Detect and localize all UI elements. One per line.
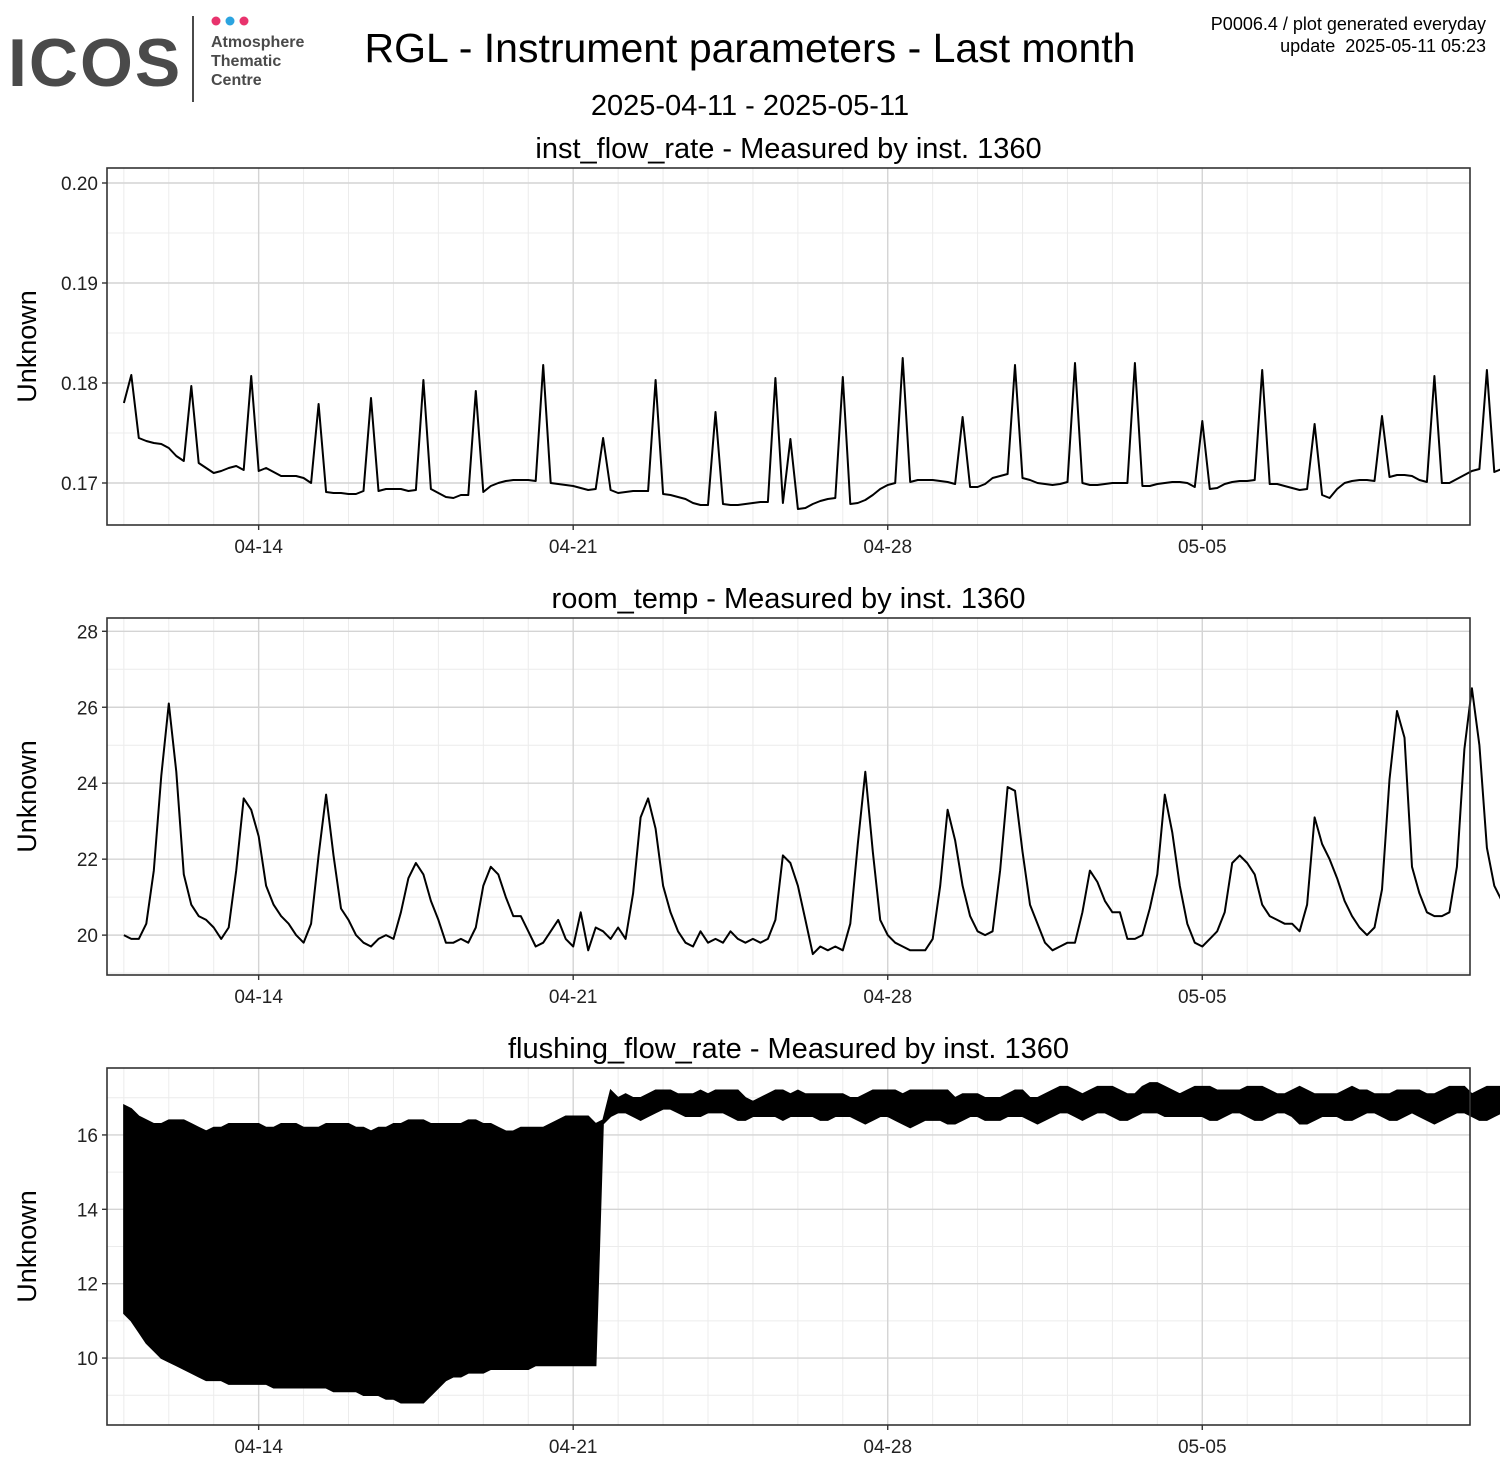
x-tick-label: 04-14 xyxy=(234,537,283,558)
x-tick-label: 04-21 xyxy=(549,987,598,1008)
plot-code: P0006.4 / plot generated everyday xyxy=(1210,14,1486,34)
update-timestamp: update 2025-05-11 05:23 xyxy=(1280,36,1486,56)
x-tick-label: 04-14 xyxy=(234,1437,283,1458)
logo-subtext-3: Centre xyxy=(211,72,262,89)
x-tick-label: 04-21 xyxy=(549,537,598,558)
y-tick-label: 24 xyxy=(77,774,99,795)
logo-dot-pink-2 xyxy=(239,16,249,26)
panel-border xyxy=(106,1067,1471,1426)
page-title: RGL - Instrument parameters - Last month xyxy=(364,25,1136,71)
chart-title: room_temp - Measured by inst. 1360 xyxy=(552,583,1026,615)
x-tick-label: 05-05 xyxy=(1178,987,1227,1008)
panel-border xyxy=(106,167,1471,526)
icos-atc-logo: ICOS Atmosphere Thematic Centre xyxy=(8,16,304,102)
x-tick-label: 04-28 xyxy=(863,537,912,558)
y-axis-label: Unknown xyxy=(12,290,42,403)
panel-border xyxy=(106,617,1471,976)
y-tick-label: 16 xyxy=(77,1126,98,1147)
x-tick-label: 04-28 xyxy=(863,987,912,1008)
y-tick-label: 20 xyxy=(77,926,98,947)
series-line xyxy=(122,357,1500,510)
chart-panel-2: 20 22 24 26 28 04-14 04-21 04-28 05-05 room_temp … xyxy=(12,583,1500,1008)
y-axis-label: Unknown xyxy=(12,740,42,853)
logo-text: ICOS xyxy=(8,25,182,101)
y-tick-label: 22 xyxy=(77,850,98,871)
x-tick-label: 05-05 xyxy=(1178,1437,1227,1458)
y-tick-label: 12 xyxy=(77,1275,98,1296)
x-tick-label: 04-21 xyxy=(549,1437,598,1458)
y-tick-label: 0.19 xyxy=(61,274,98,295)
y-tick-label: 26 xyxy=(77,698,98,719)
y-axis-label: Unknown xyxy=(12,1190,42,1303)
y-tick-label: 0.18 xyxy=(61,374,98,395)
chart-panel-3: 10 12 14 16 04-14 04-21 04-28 05-05 flushing_flo… xyxy=(12,1033,1500,1458)
chart-panel-1: 0.17 0.18 0.19 0.20 04-14 04-21 04-28 05-05 inst… xyxy=(12,133,1500,558)
logo-subtext-2: Thematic xyxy=(211,53,281,70)
y-tick-label: 10 xyxy=(77,1349,98,1370)
x-tick-label: 04-14 xyxy=(234,987,283,1008)
y-tick-label: 28 xyxy=(77,622,98,643)
date-range-subtitle: 2025-04-11 - 2025-05-11 xyxy=(590,90,910,122)
x-tick-label: 05-05 xyxy=(1178,537,1227,558)
chart-title: inst_flow_rate - Measured by inst. 1360 xyxy=(535,133,1041,165)
chart-title: flushing_flow_rate - Measured by inst. 1… xyxy=(508,1033,1069,1065)
series-line xyxy=(123,687,1500,956)
logo-dot-blue xyxy=(225,16,235,26)
y-tick-label: 0.20 xyxy=(61,174,98,195)
x-tick-label: 04-28 xyxy=(863,1437,912,1458)
y-tick-label: 0.17 xyxy=(61,474,98,495)
series-band xyxy=(123,1082,1500,1404)
logo-dot-pink xyxy=(211,16,221,26)
plot-meta: P0006.4 / plot generated everyday update… xyxy=(1211,13,1486,57)
logo-subtext-1: Atmosphere xyxy=(211,34,304,51)
y-tick-label: 14 xyxy=(77,1200,99,1221)
